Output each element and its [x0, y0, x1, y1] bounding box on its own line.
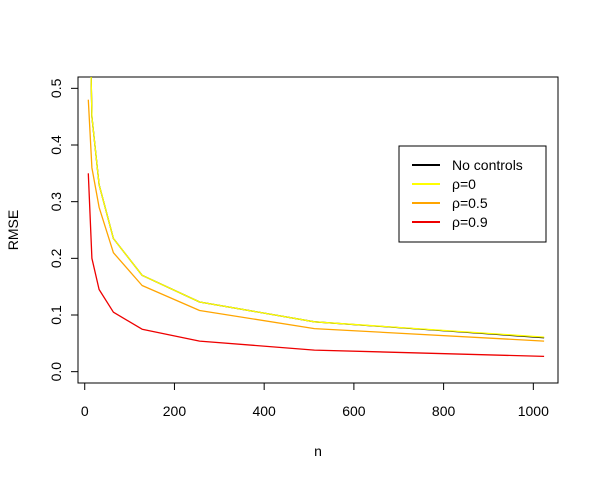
- series-line-1: [90, 77, 545, 338]
- legend-label: ρ=0: [452, 176, 476, 192]
- legend-label: ρ=0.5: [452, 195, 488, 211]
- x-tick-label: 400: [252, 403, 276, 419]
- legend: No controls ρ=0 ρ=0.5 ρ=0.9: [398, 145, 547, 243]
- x-tick-label: 0: [81, 403, 89, 419]
- series-line-2: [87, 99, 545, 342]
- y-tick-label: 0.5: [48, 78, 64, 98]
- x-tick-label: 800: [432, 403, 456, 419]
- x-axis: 0 200 400 600 800 1000: [81, 382, 549, 419]
- x-tick-label: 200: [163, 403, 187, 419]
- legend-label: No controls: [452, 157, 523, 173]
- x-tick-label: 1000: [518, 403, 549, 419]
- series-layer: [87, 77, 545, 358]
- y-tick-label: 0.4: [48, 135, 64, 155]
- legend-label: ρ=0.9: [452, 214, 488, 230]
- y-tick-label: 0.3: [48, 192, 64, 212]
- y-axis-title: RMSE: [5, 210, 21, 250]
- x-axis-title: n: [314, 443, 322, 459]
- x-tick-label: 600: [342, 403, 366, 419]
- y-tick-label: 0.0: [48, 362, 64, 382]
- legend-box: [398, 145, 547, 243]
- series-line-3: [87, 173, 545, 358]
- y-tick-label: 0.2: [48, 248, 64, 268]
- y-axis: 0.0 0.1 0.2 0.3 0.4 0.5: [48, 78, 79, 382]
- y-tick-label: 0.1: [48, 305, 64, 325]
